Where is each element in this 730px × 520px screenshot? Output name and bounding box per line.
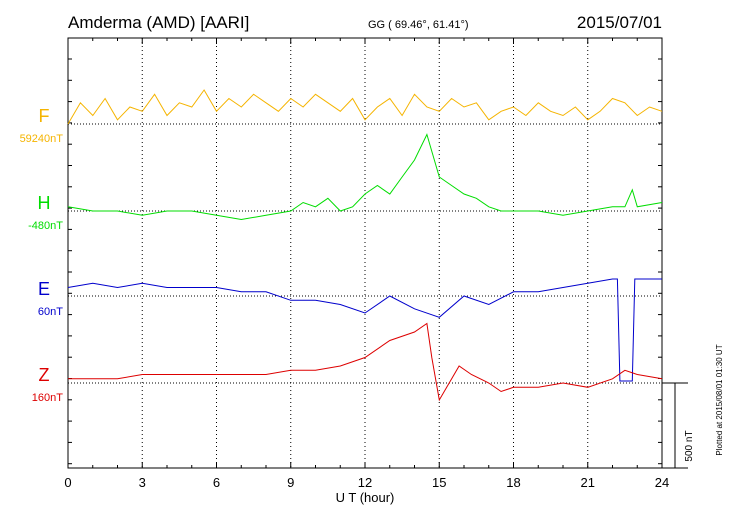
x-axis-label: U T (hour) [336,490,395,505]
series-layer [67,89,663,402]
x-tick-label: 18 [506,475,520,490]
x-tick-label: 24 [655,475,669,490]
baseline-value-f: 59240nT [20,133,64,145]
series-line-h [67,133,663,221]
grid-lines [68,38,662,468]
component-label-e: E [38,279,50,299]
component-label-h: H [38,193,51,213]
baseline-value-z: 160nT [32,392,63,404]
series-line-f [67,89,663,125]
x-tick-label: 6 [213,475,220,490]
scale-bar-label: 500 nT [684,430,695,461]
plotted-timestamp: Plotted at 2015/08/01 01:30 UT [715,344,724,455]
date-label: 2015/07/01 [577,13,662,32]
x-tick-label: 9 [287,475,294,490]
scale-bar: 500 nT [662,382,695,469]
component-label-f: F [39,106,50,126]
baseline-value-h: -480nT [28,220,63,232]
x-tick-label: 3 [139,475,146,490]
x-tick-label: 15 [432,475,446,490]
x-tick-label: 0 [64,475,71,490]
component-label-z: Z [39,365,50,385]
axis-ticks [67,38,663,468]
series-line-e [67,278,662,382]
baseline-value-e: 60nT [38,306,63,318]
x-tick-label: 21 [581,475,595,490]
series-line-z [68,322,663,402]
x-tick-labels: 0 3 6 9 12 15 18 21 24 [64,475,669,490]
series-labels: F 59240nT H -480nT E 60nT Z 160nT [20,106,64,404]
coordinates-label: GG ( 69.46°, 61.41°) [368,19,469,31]
station-title: Amderma (AMD) [AARI] [68,13,249,32]
x-tick-label: 12 [358,475,372,490]
